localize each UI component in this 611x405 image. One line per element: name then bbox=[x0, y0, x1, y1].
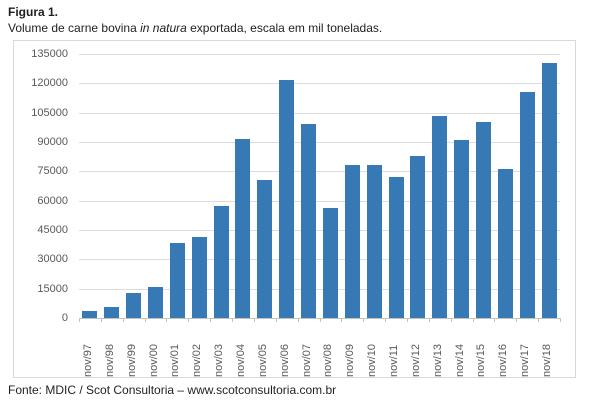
y-axis-tick-label: 135000 bbox=[31, 48, 68, 60]
subtitle-text-2: exportada, escala em mil toneladas. bbox=[186, 21, 383, 35]
x-axis-tick-label: nov/08 bbox=[322, 343, 335, 377]
bar-nov/00 bbox=[148, 287, 164, 318]
bar-nov/08 bbox=[322, 207, 338, 318]
x-axis-tick bbox=[319, 318, 321, 322]
x-axis-tick bbox=[450, 318, 452, 322]
x-axis-tick bbox=[144, 318, 146, 322]
y-gridline bbox=[79, 54, 560, 55]
x-axis-tick-label: nov/09 bbox=[344, 343, 357, 377]
bar-nov/07 bbox=[301, 124, 317, 318]
y-gridline bbox=[79, 142, 560, 143]
subtitle-italic: in natura bbox=[140, 21, 187, 35]
bar-nov/09 bbox=[344, 165, 360, 318]
bar-nov/06 bbox=[279, 79, 295, 318]
x-axis-tick bbox=[275, 318, 277, 322]
y-gridline bbox=[79, 112, 560, 114]
x-axis-tick-label: nov/15 bbox=[475, 343, 488, 377]
x-axis-tick bbox=[166, 318, 168, 322]
x-axis-tick bbox=[79, 318, 80, 322]
y-axis-tick-label: 75000 bbox=[37, 165, 68, 178]
y-axis-tick-label: 120000 bbox=[31, 77, 68, 90]
x-axis-tick bbox=[210, 318, 212, 322]
bar-nov/15 bbox=[475, 122, 491, 318]
y-gridline bbox=[79, 83, 560, 85]
bar-nov/05 bbox=[257, 179, 273, 318]
bar-nov/14 bbox=[454, 140, 470, 318]
bar-nov/13 bbox=[432, 116, 448, 318]
y-axis-tick-label: 15000 bbox=[37, 282, 68, 295]
x-axis-tick bbox=[232, 318, 234, 322]
x-axis-tick-label: nov/98 bbox=[103, 343, 116, 377]
x-axis-tick-label: nov/99 bbox=[125, 343, 138, 377]
y-gridline bbox=[79, 230, 560, 231]
bar-nov/18 bbox=[541, 63, 557, 318]
bar-nov/03 bbox=[213, 205, 229, 318]
x-axis-tick-label: nov/97 bbox=[81, 343, 94, 377]
x-axis-tick-label: nov/10 bbox=[366, 343, 379, 377]
x-axis-tick bbox=[363, 318, 365, 322]
bar-nov/12 bbox=[410, 156, 426, 318]
x-axis-tick-label: nov/01 bbox=[169, 343, 182, 377]
x-axis-tick-label: nov/00 bbox=[147, 343, 160, 377]
x-axis-tick-label: nov/18 bbox=[541, 343, 554, 377]
x-axis-tick-label: nov/04 bbox=[234, 343, 247, 377]
x-axis-tick bbox=[385, 318, 387, 322]
bar-nov/98 bbox=[104, 307, 120, 318]
bar-nov/16 bbox=[497, 169, 513, 318]
y-gridline bbox=[79, 259, 560, 261]
x-axis-tick bbox=[472, 318, 474, 322]
bar-nov/02 bbox=[191, 236, 207, 318]
y-gridline bbox=[79, 200, 560, 202]
bar-nov/11 bbox=[388, 177, 404, 318]
y-gridline bbox=[79, 288, 560, 290]
x-axis-tick-label: nov/05 bbox=[256, 343, 269, 377]
y-axis-tick-label: 45000 bbox=[37, 224, 68, 236]
bar-nov/01 bbox=[169, 242, 185, 318]
x-axis-tick bbox=[253, 318, 255, 322]
x-axis-tick bbox=[428, 318, 430, 322]
bar-nov/10 bbox=[366, 164, 382, 318]
y-axis-tick-label: 105000 bbox=[31, 106, 68, 119]
figure-subtitle: Volume de carne bovina in natura exporta… bbox=[8, 21, 382, 35]
x-axis-tick-label: nov/07 bbox=[300, 343, 313, 377]
x-axis-tick-label: nov/14 bbox=[453, 343, 466, 377]
x-axis-tick bbox=[538, 318, 540, 322]
x-axis-tick bbox=[100, 318, 102, 322]
x-axis-tick bbox=[122, 318, 124, 322]
y-axis-tick-label: 0 bbox=[61, 312, 68, 324]
figure-title: Figura 1. bbox=[8, 5, 59, 19]
y-axis-tick-label: 30000 bbox=[37, 253, 68, 266]
bar-nov/97 bbox=[82, 311, 98, 318]
x-axis-tick-label: nov/13 bbox=[431, 343, 444, 377]
x-axis-tick-label: nov/06 bbox=[278, 343, 291, 377]
x-axis-tick bbox=[516, 318, 518, 322]
bar-chart: 0 15000 30000 45000 60000 75000 90000 105000 120… bbox=[13, 40, 576, 378]
x-axis-tick-label: nov/11 bbox=[388, 344, 401, 377]
x-axis-tick-label: nov/03 bbox=[213, 343, 226, 377]
x-axis-tick bbox=[297, 318, 299, 322]
source-note: Fonte: MDIC / Scot Consultoria – www.sco… bbox=[8, 383, 337, 397]
x-axis-tick bbox=[188, 318, 190, 322]
x-axis-tick-label: nov/17 bbox=[519, 343, 532, 377]
x-axis-tick-label: nov/16 bbox=[497, 343, 510, 377]
x-axis-tick bbox=[341, 318, 343, 322]
y-gridline bbox=[79, 171, 560, 173]
bar-nov/17 bbox=[519, 91, 535, 318]
x-axis-tick bbox=[406, 318, 408, 322]
x-axis-tick bbox=[560, 318, 561, 322]
x-axis-tick-label: nov/02 bbox=[191, 343, 204, 377]
y-axis-tick-label: 60000 bbox=[37, 194, 68, 207]
x-axis-tick-label: nov/12 bbox=[409, 343, 422, 377]
x-axis-tick bbox=[494, 318, 496, 322]
bar-nov/04 bbox=[235, 139, 251, 318]
subtitle-text-1: Volume de carne bovina bbox=[8, 21, 141, 35]
bar-nov/99 bbox=[126, 292, 142, 318]
y-axis-tick-label: 90000 bbox=[37, 136, 68, 148]
